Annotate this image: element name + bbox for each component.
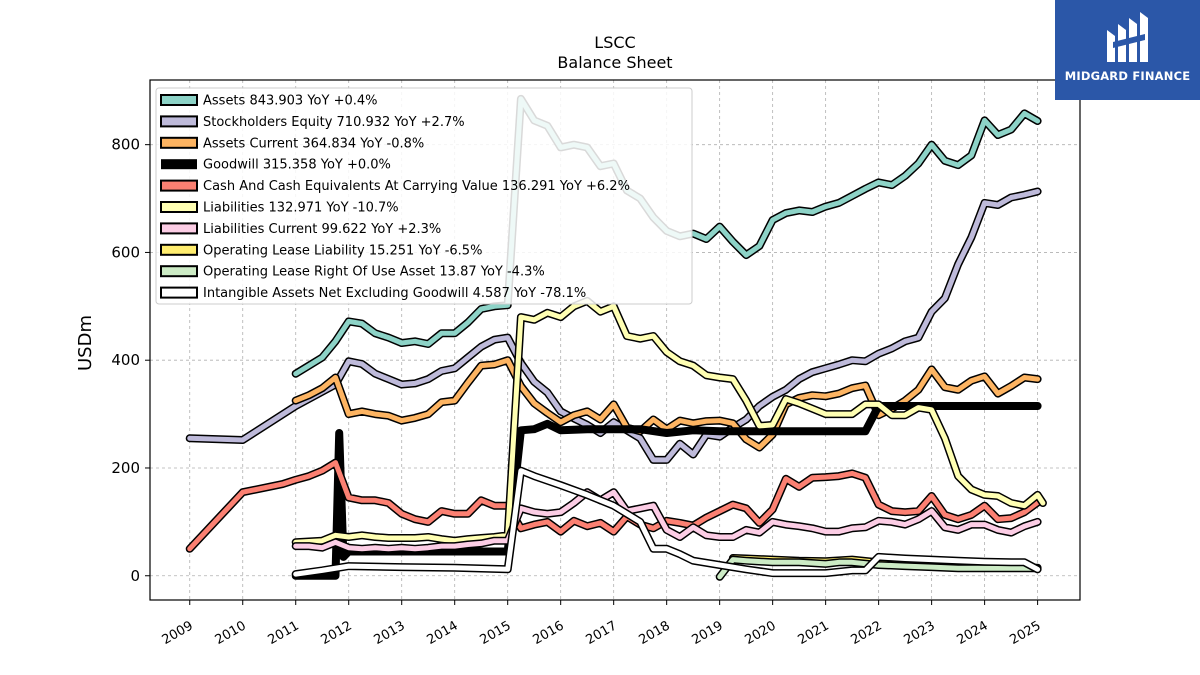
legend-label: Liabilities 132.971 YoY -10.7%	[203, 201, 399, 216]
x-tick-label: 2019	[689, 618, 725, 648]
legend-item: Cash And Cash Equivalents At Carrying Va…	[160, 179, 630, 194]
legend-swatch	[160, 179, 198, 192]
y-tick-label: 400	[111, 351, 140, 369]
legend-item: Intangible Assets Net Excluding Goodwill…	[160, 286, 586, 301]
series-liabilities	[291, 296, 1047, 547]
x-tick-label: 2012	[319, 618, 355, 648]
legend-swatch	[160, 115, 198, 128]
midgard-finance-logo: MIDGARD FINANCE	[1055, 0, 1200, 100]
x-axis: 2009 2010 2011 2012 2013 2014 2015 2016 2017 2018…	[160, 600, 1044, 648]
legend-item: Operating Lease Right Of Use Asset 13.87…	[160, 265, 545, 280]
series-intangible-assets-net-excluding-goodwill	[291, 466, 1042, 579]
x-tick-label: 2025	[1007, 618, 1043, 648]
legend-item: Assets 843.903 YoY +0.4%	[160, 94, 378, 109]
series-line	[293, 298, 1046, 545]
y-tick-label: 0	[130, 567, 140, 585]
legend-item: Liabilities Current 99.622 YoY +2.3%	[160, 222, 441, 237]
x-tick-label: 2010	[213, 618, 249, 648]
chart-title: LSCC	[594, 33, 635, 52]
logo-mark-icon	[1107, 12, 1148, 62]
chart-subtitle: Balance Sheet	[557, 53, 672, 72]
x-tick-label: 2017	[584, 618, 620, 648]
legend-item: Assets Current 364.834 YoY -0.8%	[160, 136, 424, 151]
legend-label: Stockholders Equity 710.932 YoY +2.7%	[203, 115, 465, 130]
x-tick-label: 2023	[901, 618, 937, 648]
legend-label: Assets 843.903 YoY +0.4%	[203, 94, 378, 109]
legend-item: Liabilities 132.971 YoY -10.7%	[160, 201, 399, 216]
x-tick-label: 2022	[848, 618, 884, 648]
legend-label: Operating Lease Right Of Use Asset 13.87…	[203, 265, 545, 280]
series-line	[717, 557, 1041, 580]
logo-text: MIDGARD FINANCE	[1064, 69, 1191, 83]
y-tick-label: 800	[111, 136, 140, 154]
axes-frame	[149, 79, 1081, 601]
y-tick-label: 600	[111, 243, 140, 261]
series-liabilities-current	[291, 488, 1042, 553]
series-line	[293, 489, 1041, 552]
y-axis: 0 200 400 600 800	[111, 136, 150, 585]
x-tick-label: 2024	[954, 618, 990, 648]
legend-swatch	[160, 94, 198, 106]
x-tick-label: 2018	[637, 618, 673, 648]
legend-label: Liabilities Current 99.622 YoY +2.3%	[203, 222, 441, 237]
x-tick-label: 2011	[266, 618, 302, 648]
x-tick-label: 2016	[531, 618, 567, 648]
legend: Assets 843.903 YoY +0.4% Stockholders Equ…	[155, 87, 693, 305]
legend-label: Goodwill 315.358 YoY +0.0%	[203, 158, 391, 173]
legend-label: Operating Lease Liability 15.251 YoY -6.…	[203, 243, 482, 258]
y-tick-label: 200	[111, 459, 140, 477]
legend-swatch	[160, 243, 198, 256]
x-tick-label: 2021	[795, 618, 831, 648]
legend-item: Operating Lease Liability 15.251 YoY -6.…	[160, 243, 482, 258]
legend-swatch	[160, 286, 198, 299]
series-stockholders-equity	[185, 187, 1042, 464]
x-tick-label: 2009	[160, 618, 196, 648]
x-tick-label: 2013	[372, 618, 408, 648]
x-tick-label: 2020	[742, 618, 778, 648]
x-tick-label: 2014	[425, 618, 461, 648]
legend-swatch	[160, 265, 198, 278]
legend-label: Cash And Cash Equivalents At Carrying Va…	[203, 179, 630, 194]
legend-box	[155, 87, 693, 305]
series-line	[293, 468, 1041, 577]
legend-swatch	[160, 136, 198, 149]
legend-label: Assets Current 364.834 YoY -0.8%	[203, 136, 424, 151]
legend-item: Goodwill 315.358 YoY +0.0%	[161, 158, 391, 173]
legend-swatch	[161, 159, 197, 170]
legend-swatch	[160, 222, 198, 235]
y-axis-label: USDm	[75, 315, 96, 371]
series-operating-lease-right-of-use-asset	[715, 555, 1042, 581]
legend-label: Intangible Assets Net Excluding Goodwill…	[203, 286, 586, 301]
legend-item: Stockholders Equity 710.932 YoY +2.7%	[160, 115, 465, 130]
x-tick-label: 2015	[478, 618, 514, 648]
legend-swatch	[160, 201, 198, 213]
series-line	[187, 189, 1041, 463]
